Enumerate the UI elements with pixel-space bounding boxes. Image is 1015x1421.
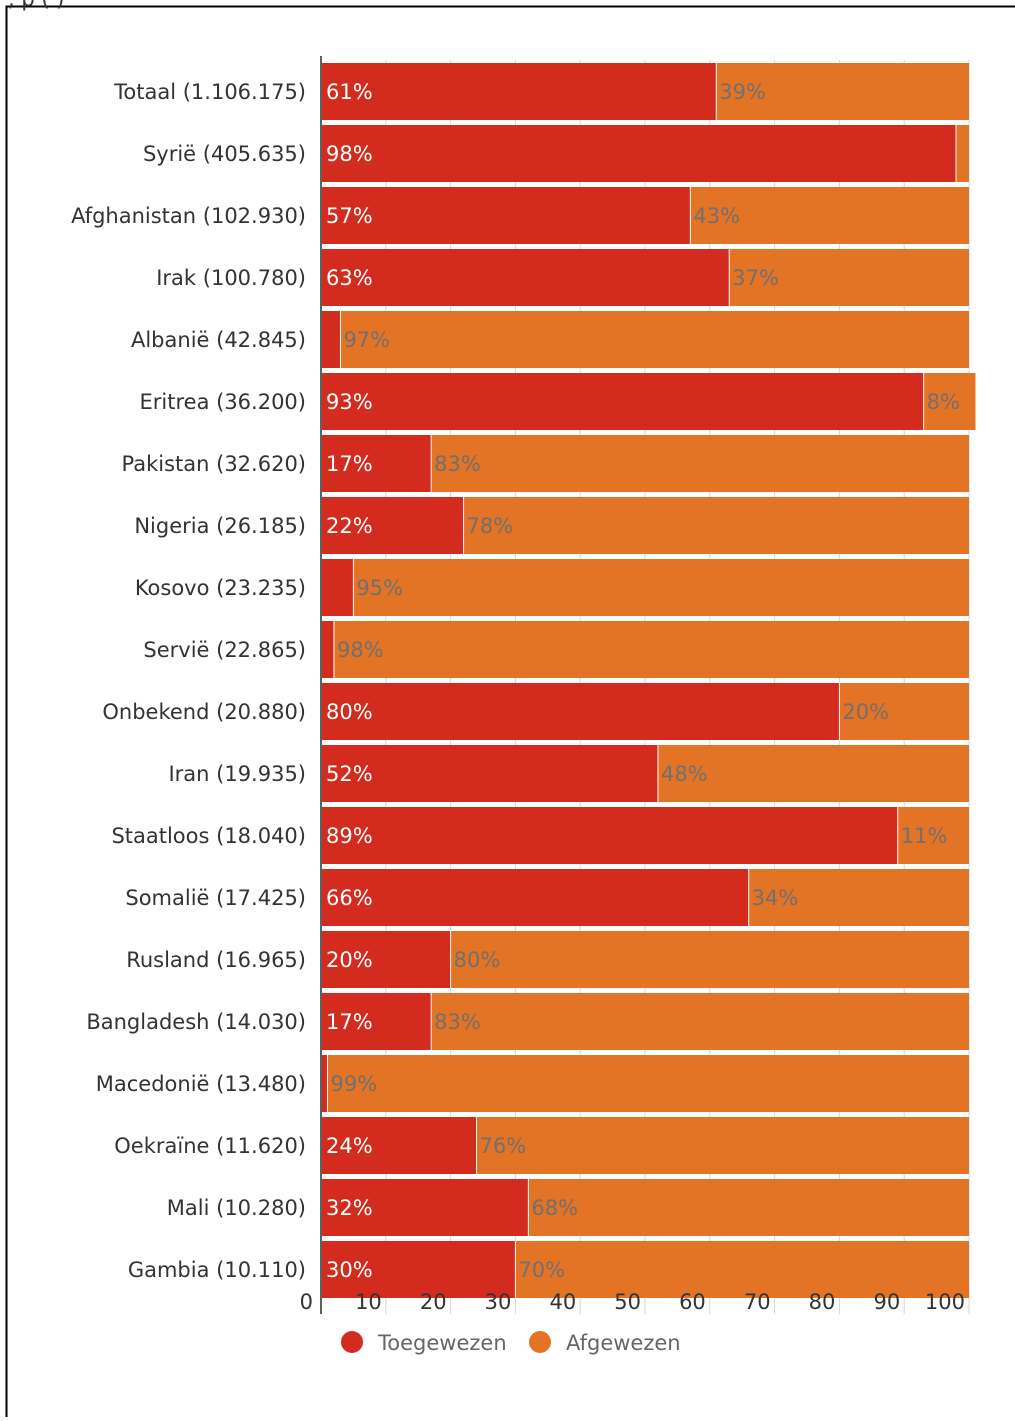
category-label: Pakistan (32.620) — [122, 452, 306, 476]
data-label-afgewezen: 8% — [927, 390, 960, 414]
x-tick-label: 90 — [873, 1290, 900, 1314]
bar-afgewezen[interactable] — [515, 1241, 969, 1298]
bar-afgewezen[interactable] — [464, 497, 969, 554]
x-tick-label: 20 — [420, 1290, 447, 1314]
bar-toegewezen[interactable] — [321, 869, 749, 926]
category-label: Gambia (10.110) — [128, 1258, 306, 1282]
x-tick-label: 0 — [300, 1290, 313, 1314]
bar-toegewezen[interactable] — [321, 559, 353, 616]
category-label: Totaal (1.106.175) — [113, 80, 306, 104]
category-label: Nigeria (26.185) — [134, 514, 306, 538]
data-label-toegewezen: 63% — [326, 266, 373, 290]
data-label-toegewezen: 61% — [326, 80, 373, 104]
category-label: Albanië (42.845) — [131, 328, 306, 352]
category-label: Eritrea (36.200) — [140, 390, 306, 414]
category-labels: Totaal (1.106.175) Syrië (405.635) Afghani… — [71, 80, 306, 1282]
bar-toegewezen[interactable] — [321, 683, 839, 740]
bar-afgewezen[interactable] — [451, 931, 969, 988]
bar-toegewezen[interactable] — [321, 621, 334, 678]
data-label-toegewezen: 22% — [326, 514, 373, 538]
bar-afgewezen[interactable] — [340, 311, 969, 368]
bar-toegewezen[interactable] — [321, 249, 729, 306]
category-label: Somalië (17.425) — [125, 886, 306, 910]
x-tick-label: 10 — [355, 1290, 382, 1314]
data-label-afgewezen: 20% — [842, 700, 889, 724]
data-label-toegewezen: 24% — [326, 1134, 373, 1158]
data-label-afgewezen: 70% — [518, 1258, 565, 1282]
bar-toegewezen[interactable] — [321, 187, 690, 244]
category-label: Syrië (405.635) — [143, 142, 306, 166]
category-label: Oekraïne (11.620) — [114, 1134, 306, 1158]
bar-toegewezen[interactable] — [321, 807, 898, 864]
data-label-afgewezen: 80% — [454, 948, 501, 972]
data-label-afgewezen: 43% — [693, 204, 740, 228]
bar-afgewezen[interactable] — [334, 621, 969, 678]
chart-caption-fragment: , p ( ) — [8, 0, 64, 11]
category-label: Staatloos (18.040) — [111, 824, 306, 848]
category-label: Macedonië (13.480) — [96, 1072, 306, 1096]
legend-swatch[interactable] — [341, 1331, 363, 1353]
legend: Toegewezen Afgewezen — [341, 1331, 681, 1355]
data-label-toegewezen: 93% — [326, 390, 373, 414]
category-label: Mali (10.280) — [167, 1196, 306, 1220]
bar-toegewezen[interactable] — [321, 311, 340, 368]
bar-afgewezen[interactable] — [431, 435, 969, 492]
data-label-toegewezen: 89% — [326, 824, 373, 848]
bar-afgewezen[interactable] — [431, 993, 969, 1050]
data-label-toegewezen: 20% — [326, 948, 373, 972]
x-tick-label: 30 — [485, 1290, 512, 1314]
category-label: Iran (19.935) — [168, 762, 306, 786]
data-label-afgewezen: 83% — [434, 452, 481, 476]
x-tick-label: 40 — [549, 1290, 576, 1314]
bar-afgewezen[interactable] — [353, 559, 969, 616]
x-tick-label: 50 — [614, 1290, 641, 1314]
data-label-afgewezen: 83% — [434, 1010, 481, 1034]
category-label: Onbekend (20.880) — [102, 700, 306, 724]
bar-afgewezen[interactable] — [477, 1117, 969, 1174]
data-label-afgewezen: 48% — [661, 762, 708, 786]
data-label-toegewezen: 57% — [326, 204, 373, 228]
data-label-toegewezen: 52% — [326, 762, 373, 786]
bars — [321, 63, 975, 1298]
x-tick-label: 80 — [809, 1290, 836, 1314]
bar-toegewezen[interactable] — [321, 63, 716, 120]
data-label-afgewezen: 98% — [337, 638, 384, 662]
bar-toegewezen[interactable] — [321, 125, 956, 182]
category-label: Afghanistan (102.930) — [71, 204, 306, 228]
data-label-afgewezen: 76% — [480, 1134, 527, 1158]
data-label-toegewezen: 32% — [326, 1196, 373, 1220]
data-label-toegewezen: 66% — [326, 886, 373, 910]
data-label-toegewezen: 17% — [326, 1010, 373, 1034]
bar-afgewezen[interactable] — [956, 125, 969, 182]
category-label: Kosovo (23.235) — [135, 576, 306, 600]
data-label-toegewezen: 80% — [326, 700, 373, 724]
data-label-toegewezen: 98% — [326, 142, 373, 166]
legend-swatch[interactable] — [529, 1331, 551, 1353]
x-tick-label: 100 — [925, 1290, 965, 1314]
bar-afgewezen[interactable] — [528, 1179, 969, 1236]
data-label-afgewezen: 99% — [330, 1072, 377, 1096]
category-label: Rusland (16.965) — [126, 948, 306, 972]
legend-label[interactable]: Afgewezen — [566, 1331, 681, 1355]
data-label-afgewezen: 11% — [901, 824, 948, 848]
data-label-afgewezen: 37% — [732, 266, 779, 290]
data-label-afgewezen: 68% — [531, 1196, 578, 1220]
bar-toegewezen[interactable] — [321, 373, 924, 430]
data-label-afgewezen: 95% — [356, 576, 403, 600]
data-label-afgewezen: 34% — [752, 886, 799, 910]
category-label: Irak (100.780) — [156, 266, 306, 290]
x-tick-label: 60 — [679, 1290, 706, 1314]
data-label-toegewezen: 30% — [326, 1258, 373, 1282]
data-label-toegewezen: 17% — [326, 452, 373, 476]
bar-afgewezen[interactable] — [327, 1055, 969, 1112]
legend-label[interactable]: Toegewezen — [377, 1331, 507, 1355]
x-tick-label: 70 — [744, 1290, 771, 1314]
category-label: Bangladesh (14.030) — [86, 1010, 306, 1034]
data-label-afgewezen: 97% — [343, 328, 390, 352]
data-label-afgewezen: 39% — [719, 80, 766, 104]
data-label-afgewezen: 78% — [467, 514, 514, 538]
category-label: Servië (22.865) — [143, 638, 306, 662]
